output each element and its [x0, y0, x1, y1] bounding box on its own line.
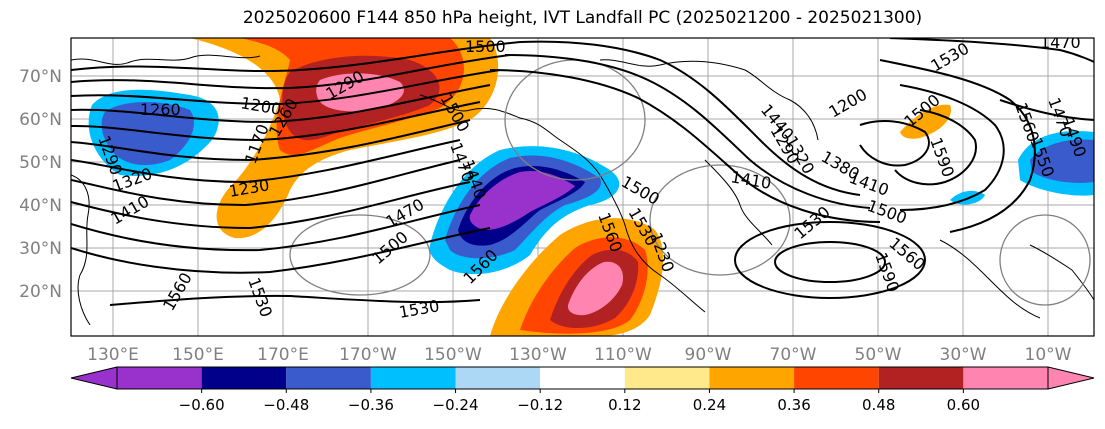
lat-label: 30°N [19, 239, 62, 259]
coastlines [71, 54, 1094, 326]
lat-label: 20°N [19, 282, 62, 302]
lon-label: 170°E [257, 345, 309, 365]
colorbar: −0.60 −0.48 −0.36 −0.24 −0.12 0.12 0.24 0.36 0.4… [70, 366, 1095, 414]
colorbar-extend-left [71, 367, 117, 389]
colorbar-tick-label: 0.48 [862, 396, 895, 414]
colorbar-tick-label: 0.24 [693, 396, 726, 414]
lon-label: 50°W [855, 345, 902, 365]
lat-label: 60°N [19, 110, 62, 130]
lon-label: 10°W [1025, 345, 1072, 365]
colorbar-segment [117, 367, 202, 389]
colorbar-segment [540, 367, 625, 389]
lat-label: 70°N [19, 67, 62, 87]
lon-label: 130°W [509, 345, 567, 365]
lon-labels: 130°E 150°E 170°E 170°W 150°W 130°W 110°… [87, 345, 1072, 365]
colorbar-tick-label: −0.12 [517, 396, 563, 414]
colorbar-extend-right [1048, 367, 1094, 389]
colorbar-segment [709, 367, 795, 389]
colorbar-segment [624, 367, 710, 389]
colorbar-segment [794, 367, 879, 389]
lat-label: 40°N [19, 196, 62, 216]
colorbar-tick-label: 0.12 [608, 396, 641, 414]
colorbar-segment [878, 367, 964, 389]
colorbar-frame [116, 366, 1049, 390]
map-frame [70, 37, 1095, 337]
colorbar-segment [201, 367, 287, 389]
contour-label: 1470 [1040, 33, 1081, 52]
contour-label: 1500 [465, 37, 506, 56]
colorbar-tick-label: −0.60 [179, 396, 225, 414]
colorbar-tick-label: −0.24 [433, 396, 479, 414]
ivt-contours [289, 59, 1091, 306]
colorbar-tick-label: −0.48 [263, 396, 309, 414]
map-content: 1500 1470 1530 1260 1200 1290 1170 1230 … [71, 33, 1094, 336]
lat-labels: 70°N 60°N 50°N 40°N 30°N 20°N [19, 67, 62, 302]
map-title: 2025020600 F144 850 hPa height, IVT Land… [242, 8, 923, 28]
lon-label: 150°E [172, 345, 224, 365]
lon-label: 170°W [339, 345, 397, 365]
lon-label: 150°W [424, 345, 482, 365]
colorbar-segment [370, 367, 456, 389]
lon-label: 130°E [87, 345, 139, 365]
lon-label: 110°W [594, 345, 652, 365]
colorbar-tick-label: 0.36 [777, 396, 810, 414]
contour-label: 1260 [140, 100, 181, 119]
colorbar-segment [455, 367, 541, 389]
colorbar-segment [963, 367, 1048, 389]
lon-label: 90°W [685, 345, 732, 365]
colorbar-segment [286, 367, 371, 389]
colorbar-tick-label: 0.60 [947, 396, 980, 414]
lat-label: 50°N [19, 153, 62, 173]
lon-label: 30°W [940, 345, 987, 365]
colorbar-tick-label: −0.36 [348, 396, 394, 414]
height-contours [71, 38, 1094, 306]
lon-label: 70°W [770, 345, 817, 365]
